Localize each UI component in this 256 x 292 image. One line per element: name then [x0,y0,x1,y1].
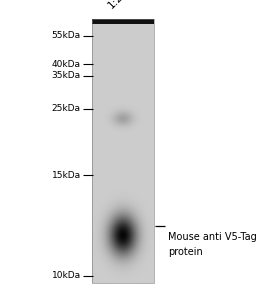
Bar [92,19,154,283]
Text: 25kDa: 25kDa [52,104,81,113]
Text: 1:2000: 1:2000 [106,0,139,10]
Text: 55kDa: 55kDa [51,31,81,40]
Text: 15kDa: 15kDa [51,171,81,180]
Bar [92,19,154,24]
Text: Mouse anti V5-Tagged
protein: Mouse anti V5-Tagged protein [168,232,256,257]
Text: 35kDa: 35kDa [51,72,81,80]
Text: 40kDa: 40kDa [52,60,81,69]
Text: 10kDa: 10kDa [51,272,81,280]
Bar [92,19,154,283]
